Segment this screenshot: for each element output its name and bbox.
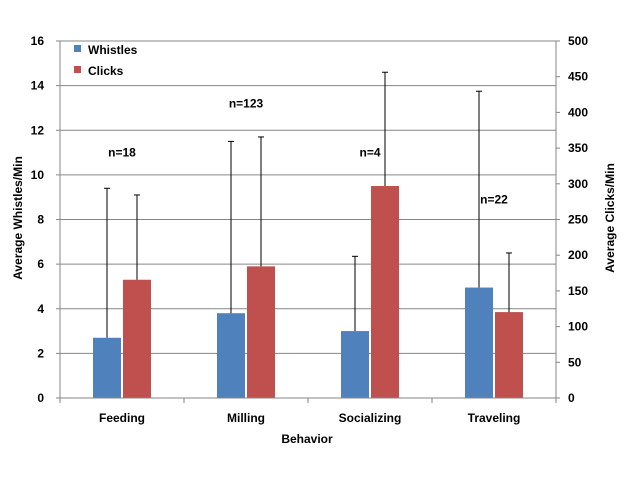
legend-label-clicks: Clicks: [88, 64, 124, 78]
category-labels: Feeding Milling Socializing Traveling: [99, 411, 520, 425]
legend-label-whistles: Whistles: [88, 43, 138, 57]
sample-size-label: n=22: [480, 192, 508, 206]
sample-size-label: n=4: [359, 146, 380, 160]
y2-tick-label: 150: [568, 284, 588, 298]
y-tick-label: 0: [37, 391, 44, 405]
bars: [93, 186, 523, 398]
bar-whistles: [217, 313, 245, 398]
bar-clicks: [495, 312, 523, 398]
x-axis-title: Behavior: [281, 432, 333, 446]
bar-clicks: [371, 186, 399, 398]
left-tick-labels: 0 2 4 6 8 10 12 14 16: [31, 34, 45, 405]
category-label: Milling: [227, 411, 265, 425]
y2-tick-label: 350: [568, 141, 588, 155]
y-tick-label: 6: [37, 257, 44, 271]
y-tick-label: 8: [37, 213, 44, 227]
bar-clicks: [123, 279, 151, 398]
y2-axis-title: Average Clicks/Min: [603, 163, 617, 273]
legend: Whistles Clicks: [74, 43, 138, 78]
y-tick-label: 2: [37, 346, 44, 360]
bar-whistles: [341, 331, 369, 398]
category-label: Socializing: [339, 411, 402, 425]
sample-size-label: n=18: [108, 146, 136, 160]
y2-tick-label: 200: [568, 248, 588, 262]
y2-tick-label: 50: [568, 355, 582, 369]
y2-tick-label: 500: [568, 34, 588, 48]
y-axis-title: Average Whistles/Min: [11, 156, 25, 280]
legend-swatch-clicks: [74, 66, 81, 73]
y2-tick-label: 300: [568, 177, 588, 191]
y2-tick-label: 400: [568, 105, 588, 119]
legend-swatch-whistles: [74, 45, 81, 52]
axes: [56, 40, 560, 403]
y2-tick-label: 100: [568, 320, 588, 334]
error-bars: [104, 71, 512, 338]
y2-tick-label: 450: [568, 70, 588, 84]
y-tick-label: 14: [31, 79, 45, 93]
y-tick-label: 4: [37, 302, 44, 316]
right-tick-labels: 0 50 100 150 200 250 300 350 400 450 500: [568, 34, 588, 405]
y-tick-label: 10: [31, 168, 45, 182]
bar-whistles: [465, 287, 493, 398]
category-label: Feeding: [99, 411, 145, 425]
y-tick-label: 16: [31, 34, 45, 48]
sample-size-label: n=123: [229, 96, 264, 110]
bar-clicks: [247, 266, 275, 398]
bar-whistles: [93, 337, 121, 398]
y2-tick-label: 250: [568, 213, 588, 227]
annotations: n=18 n=123 n=4 n=22: [108, 96, 508, 206]
y2-tick-label: 0: [568, 391, 575, 405]
y-tick-label: 12: [31, 123, 45, 137]
category-label: Traveling: [468, 411, 521, 425]
